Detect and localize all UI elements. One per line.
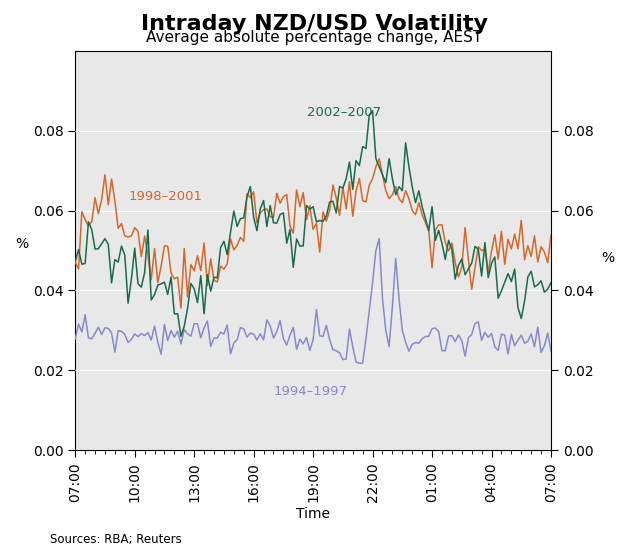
Text: Sources: RBA; Reuters: Sources: RBA; Reuters bbox=[50, 533, 182, 546]
Text: Average absolute percentage change, AEST: Average absolute percentage change, AEST bbox=[147, 30, 482, 45]
Y-axis label: %: % bbox=[15, 237, 28, 251]
Text: 2002–2007: 2002–2007 bbox=[306, 106, 381, 119]
Text: 1998–2001: 1998–2001 bbox=[128, 190, 202, 202]
Y-axis label: %: % bbox=[601, 251, 614, 264]
Text: Intraday NZD/USD Volatility: Intraday NZD/USD Volatility bbox=[141, 14, 488, 34]
X-axis label: Time: Time bbox=[296, 508, 330, 521]
Text: 1994–1997: 1994–1997 bbox=[274, 385, 347, 398]
